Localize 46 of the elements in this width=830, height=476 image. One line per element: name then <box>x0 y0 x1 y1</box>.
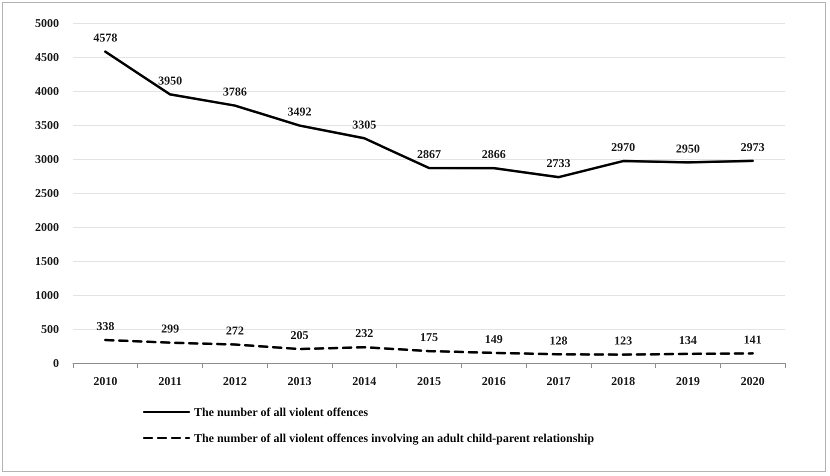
x-tick-label: 2010 <box>93 374 118 388</box>
data-label: 338 <box>96 319 114 334</box>
data-label: 2950 <box>676 141 700 156</box>
data-label: 123 <box>614 334 632 348</box>
data-label: 3786 <box>222 84 247 99</box>
x-tick-label: 2016 <box>482 374 506 388</box>
data-label: 2973 <box>740 140 765 154</box>
y-tick-label: 3000 <box>35 152 59 166</box>
data-label: 134 <box>678 332 697 347</box>
data-label: 2866 <box>482 147 506 162</box>
data-label: 3492 <box>288 104 312 119</box>
x-tick-label: 2012 <box>222 374 247 388</box>
x-tick-label: 2014 <box>352 374 376 388</box>
data-label: 2970 <box>611 140 636 154</box>
y-tick-label: 500 <box>41 322 59 336</box>
x-tick-label: 2020 <box>740 374 765 388</box>
y-tick-label: 5000 <box>35 16 59 30</box>
data-label: 3305 <box>352 117 376 132</box>
data-label: 2733 <box>546 156 570 170</box>
data-label: 205 <box>290 328 309 342</box>
y-tick-label: 4000 <box>35 84 59 98</box>
y-tick-label: 4500 <box>35 50 59 64</box>
x-tick-label: 2018 <box>611 374 636 388</box>
x-tick-label: 2013 <box>288 374 312 388</box>
data-label: 4578 <box>93 30 118 45</box>
data-label: 232 <box>355 326 374 340</box>
x-tick-label: 2017 <box>546 374 570 388</box>
y-tick-label: 3500 <box>35 118 59 132</box>
y-tick-label: 0 <box>53 356 59 370</box>
data-label: 299 <box>161 322 180 336</box>
legend-label: The number of all violent offences involving an adult child-parent relationship <box>194 431 594 445</box>
y-tick-label: 2500 <box>35 186 59 200</box>
legend-label: The number of all violent offences <box>194 405 368 419</box>
x-tick-label: 2011 <box>158 374 182 388</box>
data-label: 272 <box>226 324 244 338</box>
data-label: 149 <box>484 332 503 346</box>
data-label: 3950 <box>158 73 182 88</box>
y-tick-label: 2000 <box>35 220 59 234</box>
y-tick-label: 1500 <box>35 254 59 268</box>
y-tick-label: 1000 <box>35 288 59 302</box>
x-tick-label: 2019 <box>676 374 700 388</box>
data-label: 128 <box>549 333 568 348</box>
x-tick-label: 2015 <box>417 374 441 388</box>
data-label: 2867 <box>417 147 441 162</box>
data-label: 141 <box>744 332 762 346</box>
data-label: 175 <box>420 330 438 344</box>
